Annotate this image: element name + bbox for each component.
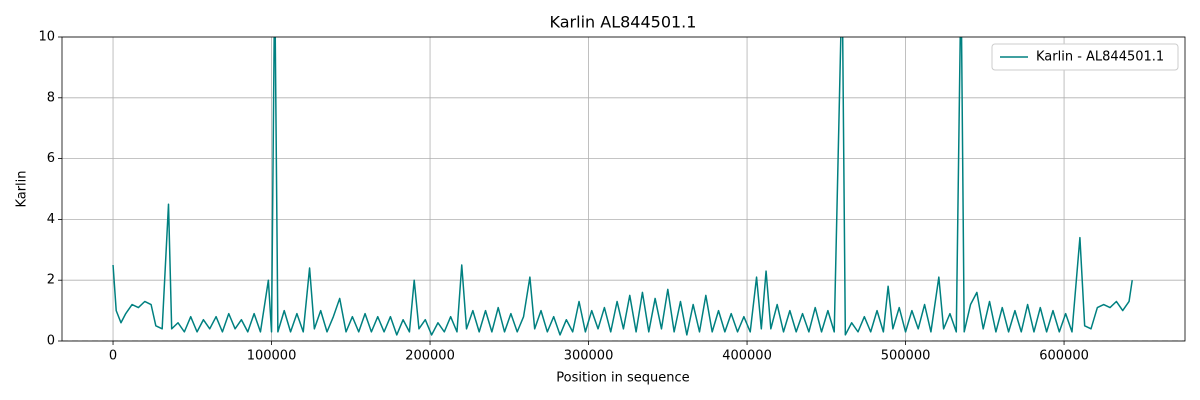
y-axis-label: Karlin (15, 170, 30, 207)
legend-label: Karlin - AL844501.1 (1036, 50, 1164, 65)
x-tick-label: 100000 (247, 349, 297, 364)
data-line (112, 37, 1133, 336)
y-tick-label: 2 (47, 273, 55, 288)
y-tick-label: 4 (47, 212, 55, 227)
x-tick-label: 600000 (1039, 349, 1089, 364)
x-tick-label: 500000 (881, 349, 931, 364)
legend-box (991, 43, 1179, 71)
x-tick-label: 400000 (722, 349, 772, 364)
plot-area (62, 37, 1185, 341)
x-tick-label: 200000 (405, 349, 455, 364)
plot-frame (61, 36, 1186, 342)
y-tick-label: 10 (38, 30, 55, 45)
y-tick-label: 8 (47, 90, 55, 105)
y-tick-label: 0 (47, 334, 55, 349)
x-axis-label: Position in sequence (556, 371, 689, 386)
chart-title: Karlin AL844501.1 (550, 13, 697, 32)
x-tick-label: 300000 (564, 349, 614, 364)
x-tick-label: 0 (109, 349, 117, 364)
y-tick-label: 6 (47, 151, 55, 166)
